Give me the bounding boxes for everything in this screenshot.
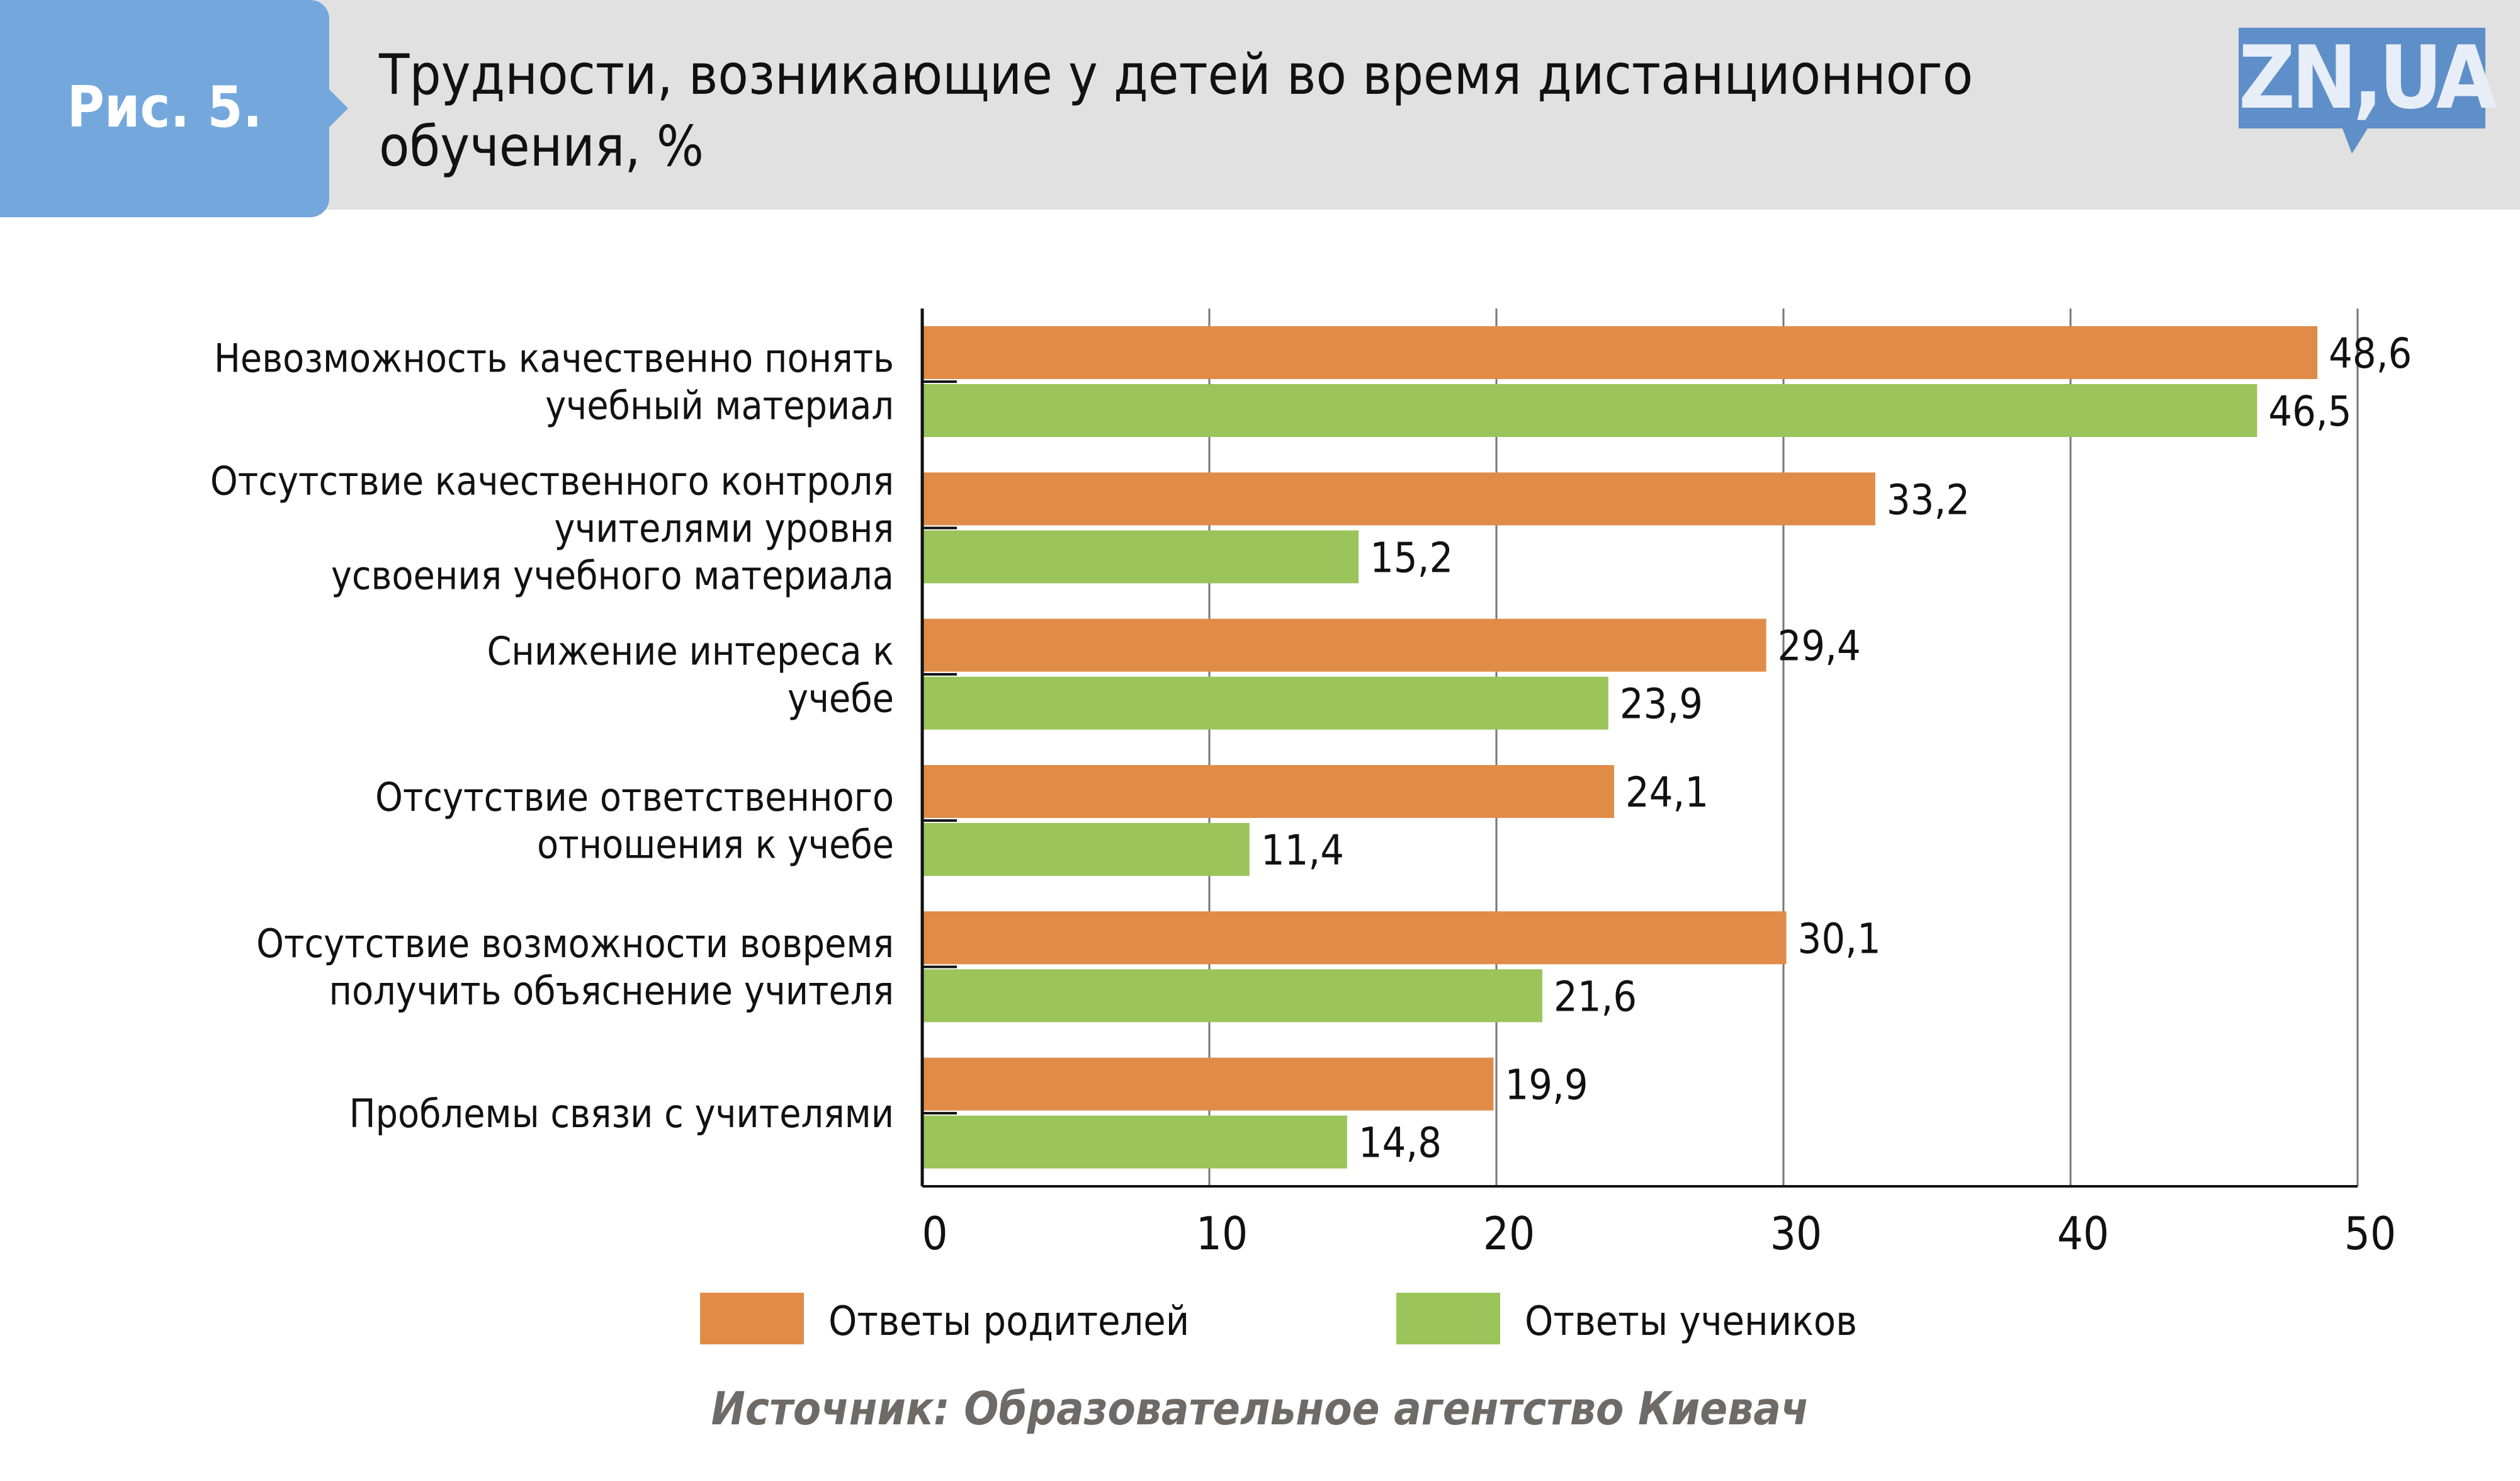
value-label: 19,9 <box>1505 1061 1588 1109</box>
x-tick-label: 40 <box>2057 1207 2109 1260</box>
bar-parents <box>922 911 1787 965</box>
bar-parents <box>922 765 1614 818</box>
bar-students <box>922 969 1542 1023</box>
category-label: учебе <box>788 675 894 721</box>
bar-parents <box>922 1057 1494 1111</box>
legend-swatch <box>700 1293 804 1344</box>
value-label: 14,8 <box>1359 1119 1442 1167</box>
bar-students <box>922 823 1250 876</box>
x-tick-label: 50 <box>2344 1207 2396 1260</box>
value-label: 23,9 <box>1620 680 1703 729</box>
figure-tab: Рис. 5. <box>0 0 348 217</box>
source-note: Источник: Образовательное агентство Киев… <box>711 1382 1809 1435</box>
category-label: отношения к учебе <box>537 822 894 868</box>
x-tick-label: 10 <box>1196 1207 1248 1260</box>
category-label: учебный материал <box>545 383 894 429</box>
category-label: Отсутствие возможности вовремя <box>256 921 894 967</box>
title-line-1: Трудности, возникающие у детей во время … <box>379 42 1974 107</box>
legend-label: Ответы учеников <box>1525 1298 1857 1345</box>
figure-label: Рис. 5. <box>67 74 263 140</box>
bar-students <box>922 676 1608 730</box>
value-label: 33,2 <box>1887 475 1970 524</box>
bar-parents <box>922 618 1766 672</box>
value-label: 48,6 <box>2329 329 2412 378</box>
value-label: 11,4 <box>1261 826 1344 875</box>
legend-swatch <box>1396 1293 1500 1344</box>
category-label: получить объяснение учителя <box>329 968 894 1014</box>
bar-students <box>922 530 1359 584</box>
chart-title: Трудности, возникающие у детей во время … <box>379 39 2142 183</box>
value-label: 24,1 <box>1625 768 1709 817</box>
category-label: Отсутствие ответственного <box>375 775 894 820</box>
bar-parents <box>922 472 1875 526</box>
value-label: 29,4 <box>1778 622 1861 671</box>
category-label: Невозможность качественно понять <box>214 336 894 382</box>
legend-label: Ответы родителей <box>828 1298 1189 1345</box>
category-label: Отсутствие качественного контроля <box>210 458 894 504</box>
category-label: усвоения учебного материала <box>331 553 894 599</box>
value-label: 21,6 <box>1554 972 1637 1021</box>
x-tick-label: 0 <box>922 1207 947 1260</box>
value-label: 15,2 <box>1370 533 1453 582</box>
value-label: 46,5 <box>2268 387 2351 436</box>
value-label: 30,1 <box>1798 914 1881 963</box>
bar-students <box>922 1115 1347 1169</box>
category-label: учителями уровня <box>554 506 894 552</box>
bar-parents <box>922 326 2318 379</box>
category-label: Проблемы связи с учителями <box>349 1091 894 1137</box>
title-line-2: обучения, % <box>379 114 704 179</box>
x-tick-label: 20 <box>1483 1207 1535 1260</box>
logo-text: ZN,UA <box>2239 27 2497 128</box>
zn-ua-logo: ZN,UA <box>2239 27 2497 154</box>
header-band <box>315 0 2520 210</box>
bar-students <box>922 384 2257 437</box>
category-label: Снижение интереса к <box>487 628 894 674</box>
x-tick-label: 30 <box>1770 1207 1822 1260</box>
